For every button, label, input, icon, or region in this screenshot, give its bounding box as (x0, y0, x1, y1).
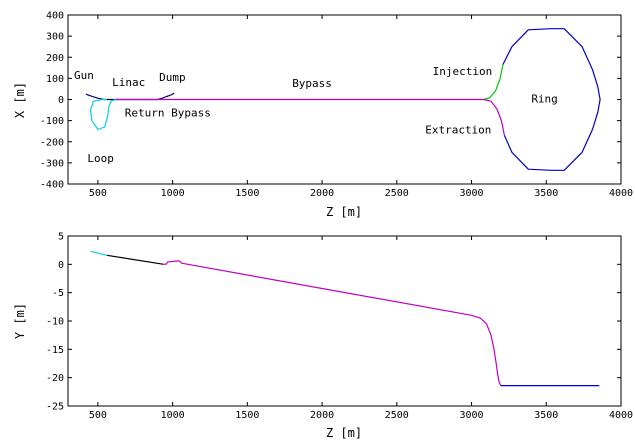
annotation-group: Gun Linac Dump Return Bypass Bypass Injection… (74, 65, 558, 165)
y-tick-label: -5 (52, 288, 64, 299)
series-line (85, 93, 105, 101)
series-line (89, 98, 116, 131)
x-tick-label: 1500 (235, 188, 259, 199)
y-tick-label: -10 (46, 317, 64, 328)
x-tick-label: 500 (89, 410, 107, 421)
y-tick-label: -400 (40, 180, 64, 191)
series-line (106, 254, 164, 265)
annotation-label: Extraction (425, 123, 491, 136)
y-tick-label: 100 (46, 74, 64, 85)
x-tick-label: 3500 (534, 410, 558, 421)
x-axis-ticks: 500 1000 1500 2000 2500 3000 3500 4000 (89, 15, 633, 199)
y-tick-label: -300 (40, 158, 64, 169)
series-line (157, 92, 175, 101)
series-line (90, 250, 108, 256)
annotation-label: Ring (531, 93, 558, 106)
x-tick-label: 1500 (235, 410, 259, 421)
x-tick-label: 3000 (459, 188, 483, 199)
y-axis-label: Y [m] (13, 303, 27, 339)
y-tick-label: -15 (46, 345, 64, 356)
plot-frame (67, 235, 622, 407)
y-tick-label: 0 (58, 95, 64, 106)
series-line (483, 98, 505, 136)
series-line (502, 28, 601, 171)
x-tick-label: 1000 (161, 410, 185, 421)
x-tick-label: 2500 (385, 188, 409, 199)
y-tick-label: -200 (40, 137, 64, 148)
y-tick-label: -20 (46, 373, 64, 384)
series-line (483, 64, 504, 101)
series-group (90, 250, 600, 387)
x-tick-label: 500 (89, 188, 107, 199)
annotation-label: Injection (433, 65, 493, 78)
x-axis-label: Z [m] (326, 426, 362, 440)
x-tick-label: 3000 (459, 410, 483, 421)
x-tick-label: 2000 (310, 188, 334, 199)
y-tick-label: 300 (46, 32, 64, 43)
x-tick-label: 3500 (534, 188, 558, 199)
annotation-label: Linac (112, 76, 145, 89)
series-line (163, 260, 502, 386)
annotation-label: Gun (74, 69, 94, 82)
top-panel-plan-view: 500 1000 1500 2000 2500 3000 3500 4000 40030020… (13, 11, 633, 220)
y-axis-ticks: 5 0 -5 -10 -15 -20 -25 (46, 232, 621, 413)
y-tick-label: -100 (40, 116, 64, 127)
y-tick-label: 200 (46, 53, 64, 64)
annotation-label: Dump (159, 71, 186, 84)
y-axis-label: X [m] (13, 82, 27, 118)
x-tick-label: 2000 (310, 410, 334, 421)
x-tick-label: 1000 (161, 188, 185, 199)
series-group (85, 28, 601, 171)
y-tick-label: -25 (46, 402, 64, 413)
y-axis-ticks: 400 300 200 100 0 -100 -200 -300 -400 (40, 11, 621, 191)
x-tick-label: 4000 (609, 410, 633, 421)
y-tick-label: 5 (58, 232, 64, 243)
x-tick-label: 2500 (385, 410, 409, 421)
y-tick-label: 0 (58, 260, 64, 271)
x-axis-label: Z [m] (326, 205, 362, 219)
annotation-label: Loop (87, 152, 114, 165)
x-axis-ticks: 500 1000 1500 2000 2500 3000 3500 4000 (89, 236, 633, 421)
x-tick-label: 4000 (609, 188, 633, 199)
annotation-label: Bypass (292, 77, 332, 90)
annotation-label: Return Bypass (125, 106, 211, 119)
bottom-panel-elevation-view: 500 1000 1500 2000 2500 3000 3500 4000 5 0 -5 -10 -… (13, 232, 633, 441)
y-tick-label: 400 (46, 11, 64, 22)
